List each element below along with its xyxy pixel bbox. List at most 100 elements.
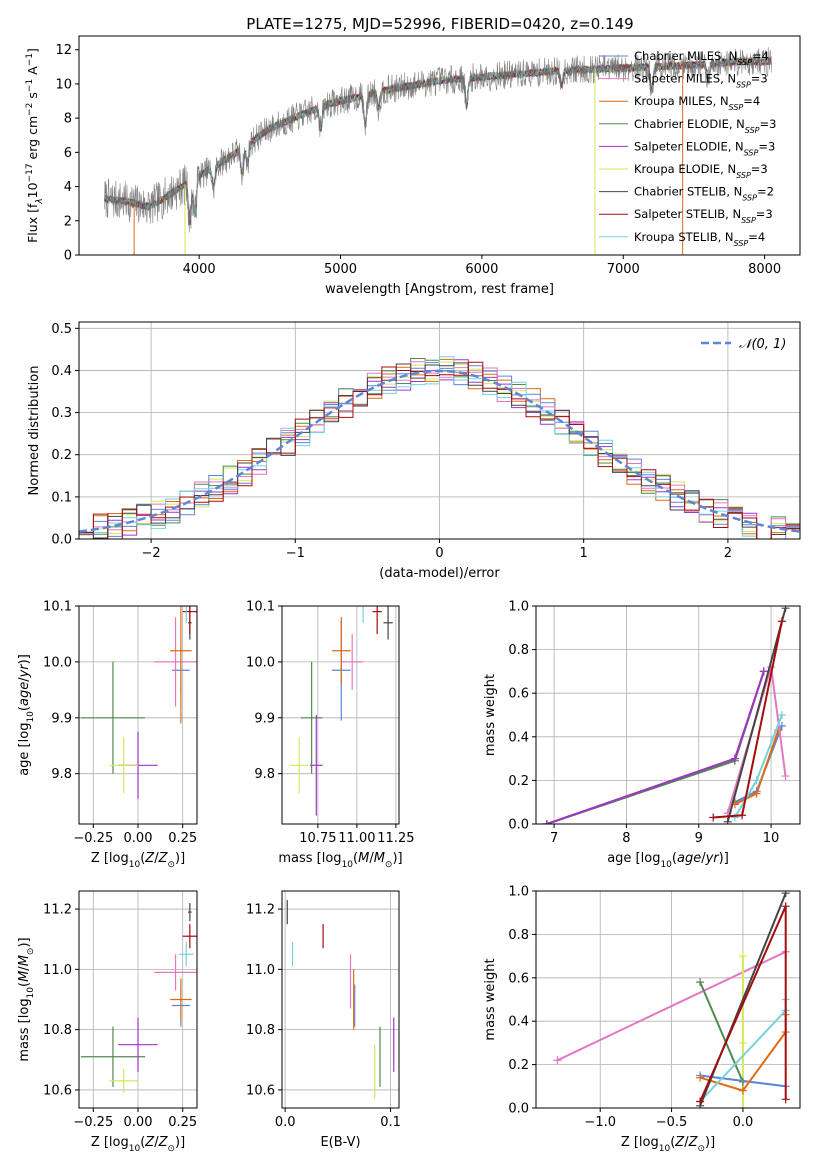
series-line — [556, 950, 787, 1062]
x-tick-label: 6000 — [465, 262, 498, 277]
plot-mass-weight-vs-age: 7 8 9 10 0.0 0.2 0.4 0.6 0.8 1.0 age [log10(age/yr… — [483, 600, 801, 870]
series-marker — [553, 1056, 562, 1065]
y-tick-label: 10.6 — [246, 1083, 275, 1098]
x-tick-label: −0.25 — [73, 831, 113, 846]
y-tick-label: 11.2 — [43, 903, 72, 918]
plot-area-age-vs-Z — [80, 606, 197, 799]
errorbar-point — [109, 1068, 138, 1093]
x-tick-label: 0 — [435, 546, 443, 561]
y-tick-label: 10.1 — [43, 600, 72, 615]
y-axis-label: mass weight — [483, 958, 498, 1040]
y-axis-label: Flux [fλ10−17 erg cm−2 s−1 A−1] — [25, 48, 45, 243]
series-marker — [781, 772, 790, 781]
legend-entry: Salpeter MILES, NSSP=3 — [634, 72, 768, 90]
histogram-chabrier-stelib — [79, 362, 800, 539]
plot-mass-vs-EBV: 0.0 0.1 10.6 10.8 11.0 11.2 E(B-V) — [246, 890, 401, 1150]
errorbar-point — [170, 978, 192, 1021]
y-tick-label: 6 — [64, 146, 72, 161]
x-tick-label: 0.00 — [124, 831, 153, 846]
legend-entry: Salpeter STELIB, NSSP=3 — [634, 207, 773, 225]
legend-entry: Chabrier MILES, NSSP=4 — [634, 49, 769, 67]
y-tick-label: 8 — [64, 112, 72, 127]
series-marker — [696, 978, 705, 987]
y-tick-label: 0.1 — [51, 490, 72, 505]
x-tick-label: 4000 — [183, 262, 216, 277]
series-chabrier-elodie — [696, 978, 747, 1086]
x-tick-label: 2 — [724, 546, 732, 561]
x-tick-label: 11.25 — [377, 831, 414, 846]
errorbar-point — [289, 737, 309, 794]
x-axis-label: (data-model)/error — [379, 566, 500, 581]
x-tick-label: −1.0 — [584, 1115, 616, 1130]
y-tick-label: 10.0 — [43, 655, 72, 670]
spectrum-model-salpeter-stelib — [104, 56, 772, 225]
axes-frame — [281, 890, 400, 1109]
x-tick-label: 10.75 — [299, 831, 336, 846]
errorbar-point — [109, 737, 138, 794]
y-tick-label: 0.2 — [508, 774, 529, 789]
legend-entry: Salpeter ELODIE, NSSP=3 — [634, 139, 775, 157]
x-axis-label: mass [log10(M/M⊙)] — [278, 851, 402, 870]
errorbar-point — [179, 942, 194, 967]
errorbar-point — [118, 1017, 158, 1072]
errorbar-point — [80, 1026, 146, 1087]
y-axis-label: mass [log10(M/M⊙)] — [17, 937, 36, 1061]
y-axis-label: age [log10(age/yr)] — [17, 654, 36, 776]
series-marker — [781, 902, 790, 911]
x-tick-label: 0.1 — [380, 1115, 401, 1130]
y-tick-label: 0.6 — [508, 687, 529, 702]
x-tick-label: 0.25 — [168, 1115, 197, 1130]
y-tick-label: 11.0 — [246, 963, 275, 978]
errorbar-point — [170, 606, 192, 724]
series-marker — [542, 820, 551, 824]
series-marker — [738, 811, 747, 820]
plot-area-age-vs-mass — [289, 606, 393, 816]
series-salpeter-miles — [723, 663, 790, 818]
legend-entry: Chabrier STELIB, NSSP=2 — [634, 185, 774, 203]
y-tick-label: 4 — [64, 180, 72, 195]
series-marker — [777, 711, 786, 719]
errorbar-point — [331, 617, 351, 685]
y-tick-label: 10 — [55, 77, 72, 92]
x-tick-label: 8 — [622, 831, 630, 846]
x-tick-label: 8000 — [748, 262, 781, 277]
x-tick-label: −1 — [286, 546, 305, 561]
series-kroupa-stelib — [730, 711, 786, 822]
y-tick-label: 10.6 — [43, 1083, 72, 1098]
legend-entry: Kroupa MILES, NSSP=4 — [634, 94, 760, 112]
x-tick-label: −0.5 — [656, 1115, 688, 1130]
y-tick-label: 0.4 — [508, 730, 529, 745]
x-tick-label: 0.25 — [168, 831, 197, 846]
y-tick-label: 0.0 — [508, 818, 529, 833]
x-axis-label: Z [log10(Z/Z⊙)] — [621, 1135, 715, 1154]
series-marker — [781, 1095, 790, 1104]
y-tick-label: 0.2 — [508, 1058, 529, 1073]
plot-area-spectrum — [104, 47, 772, 255]
errorbar-point — [188, 903, 192, 922]
series-marker — [730, 813, 739, 822]
series-marker — [709, 813, 718, 822]
series-marker — [777, 617, 786, 626]
y-tick-label: 12 — [55, 43, 72, 58]
y-tick-label: 10.8 — [43, 1023, 72, 1038]
x-axis-label: age [log10(age/yr)] — [607, 851, 729, 870]
x-tick-label: 0.00 — [124, 1115, 153, 1130]
y-tick-label: 0.6 — [508, 971, 529, 986]
spectrum-data-line — [104, 47, 772, 233]
errorbar-point — [185, 606, 187, 623]
series-marker — [730, 754, 739, 763]
legend-entry: Chabrier ELODIE, NSSP=3 — [634, 117, 776, 135]
y-tick-label: 11.2 — [246, 903, 275, 918]
x-tick-label: 10 — [763, 831, 780, 846]
series-marker — [781, 606, 790, 613]
errorbar-point — [80, 661, 146, 774]
y-tick-label: 0.8 — [508, 928, 529, 943]
series-marker — [738, 1104, 747, 1108]
x-tick-label: 1 — [580, 546, 588, 561]
axes-frame — [535, 605, 801, 825]
series-line — [699, 1074, 786, 1088]
series-line — [699, 981, 744, 1083]
series-marker — [696, 1097, 705, 1106]
series-kroupa-miles — [730, 726, 783, 809]
